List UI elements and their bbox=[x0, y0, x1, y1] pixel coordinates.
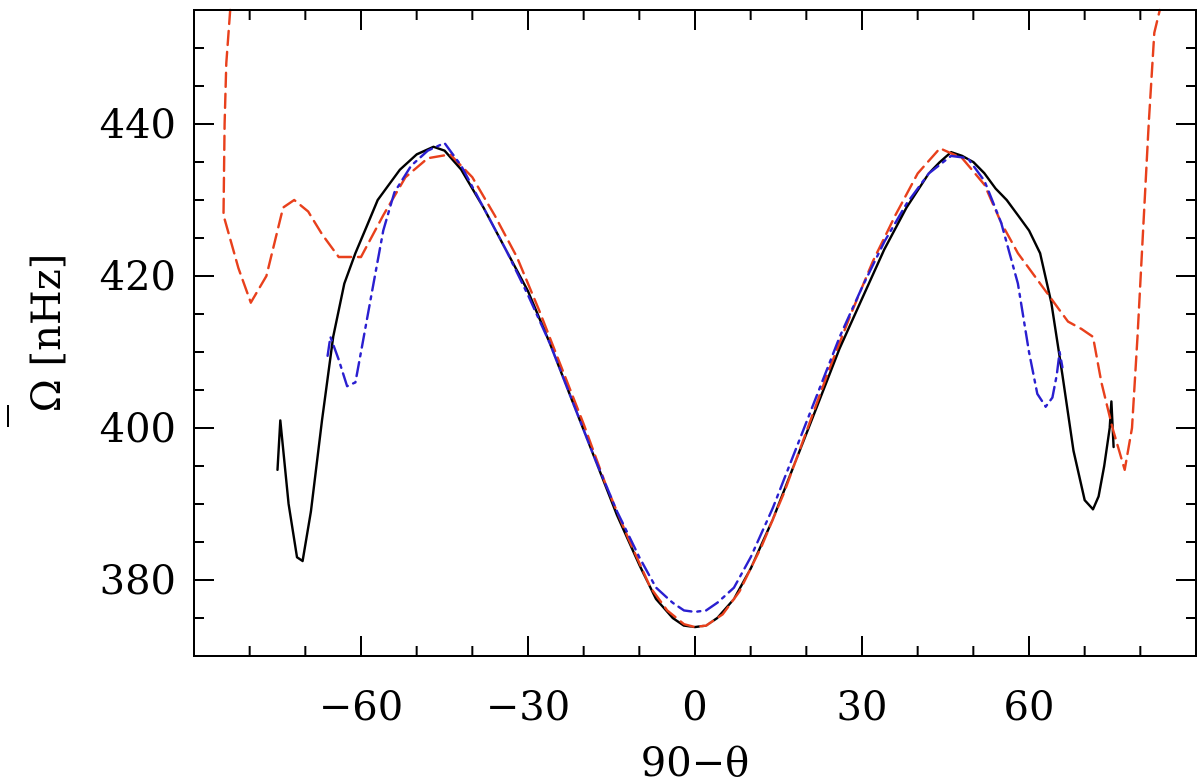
y-tick-label: 440 bbox=[100, 102, 176, 148]
x-tick-label: −60 bbox=[319, 684, 403, 730]
series-line-dashdot bbox=[326, 141, 1064, 614]
y-axis-title-group: Ω [nHz] bbox=[24, 254, 70, 413]
axis-ticks bbox=[194, 10, 1196, 656]
tick-labels: −60 −30 0 30 60 380 400 420 440 bbox=[100, 102, 1055, 730]
x-axis-title-text: 90−θ bbox=[641, 740, 750, 781]
plot-frame bbox=[193, 9, 1197, 657]
x-tick-label: 0 bbox=[682, 684, 707, 730]
x-tick-label: −30 bbox=[486, 684, 570, 730]
series-line-solid bbox=[276, 145, 1115, 629]
y-tick-label: 380 bbox=[100, 558, 176, 604]
y-axis-title: Ω [nHz] bbox=[24, 254, 70, 413]
x-tick-label: 60 bbox=[1004, 684, 1055, 730]
x-axis-title: 90−θ bbox=[641, 740, 750, 781]
series-layer bbox=[222, 8, 1162, 629]
x-tick-label: 30 bbox=[837, 684, 888, 730]
y-tick-label: 400 bbox=[100, 406, 176, 452]
y-tick-label: 420 bbox=[100, 254, 176, 300]
series-line-dashed bbox=[222, 8, 1162, 629]
